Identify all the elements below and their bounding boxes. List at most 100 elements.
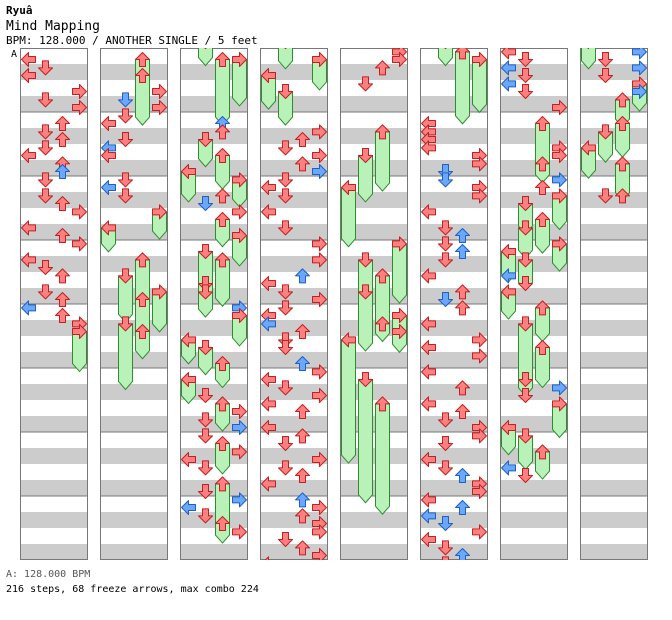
beat-stripe xyxy=(500,416,568,432)
up-arrow-icon xyxy=(455,380,470,396)
down-arrow-icon xyxy=(438,412,453,428)
beat-stripe xyxy=(340,192,408,208)
down-arrow-icon xyxy=(198,412,213,428)
beat-stripe xyxy=(180,256,248,272)
beat-stripe xyxy=(420,320,488,336)
beat-stripe xyxy=(420,384,488,400)
freeze-arrow xyxy=(215,483,230,544)
left-arrow-icon xyxy=(181,332,196,348)
beat-stripe xyxy=(580,256,648,272)
down-arrow-icon xyxy=(438,252,453,268)
up-arrow-icon xyxy=(295,132,310,148)
down-arrow-icon xyxy=(278,380,293,396)
beat-stripe xyxy=(420,224,488,240)
down-arrow-icon xyxy=(38,284,53,300)
beat-stripe xyxy=(420,256,488,272)
down-arrow-icon xyxy=(518,68,533,84)
beat-stripe xyxy=(500,192,568,208)
down-arrow-icon xyxy=(598,68,613,84)
beat-stripe xyxy=(580,384,648,400)
right-arrow-icon xyxy=(312,364,327,380)
left-arrow-icon xyxy=(421,204,436,220)
left-arrow-icon xyxy=(261,68,276,84)
up-arrow-icon xyxy=(55,116,70,132)
up-arrow-icon xyxy=(215,148,230,164)
up-arrow-icon xyxy=(535,180,550,196)
beat-stripe xyxy=(340,352,408,368)
down-arrow-icon xyxy=(598,124,613,140)
right-arrow-icon xyxy=(312,148,327,164)
up-arrow-icon xyxy=(135,324,150,340)
beat-stripe xyxy=(100,544,168,560)
right-arrow-icon xyxy=(472,52,487,68)
right-arrow-icon xyxy=(312,164,327,180)
down-arrow-icon xyxy=(198,428,213,444)
right-arrow-icon xyxy=(152,100,167,116)
beat-stripe xyxy=(260,320,328,336)
down-arrow-icon xyxy=(438,460,453,476)
beat-stripe xyxy=(20,224,88,240)
beat-stripe xyxy=(100,192,168,208)
left-arrow-icon xyxy=(21,52,36,68)
up-arrow-icon xyxy=(215,356,230,372)
left-arrow-icon xyxy=(261,180,276,196)
notes-layer xyxy=(21,48,647,619)
down-arrow-icon xyxy=(518,316,533,332)
left-arrow-icon xyxy=(422,565,436,579)
chart-column-1 xyxy=(20,48,88,560)
up-arrow-icon xyxy=(135,292,150,308)
down-arrow-icon xyxy=(198,284,213,300)
beat-stripe xyxy=(100,160,168,176)
beat-stripe xyxy=(580,64,648,80)
beat-stripe xyxy=(260,352,328,368)
left-arrow-icon xyxy=(261,420,276,436)
beat-stripe xyxy=(340,128,408,144)
right-arrow-icon xyxy=(232,404,247,420)
right-arrow-icon xyxy=(232,444,247,460)
up-arrow-icon xyxy=(215,396,230,412)
chart-column-3 xyxy=(180,48,248,560)
beat-stripe xyxy=(340,544,408,560)
up-arrow-icon xyxy=(375,396,390,412)
right-arrow-icon xyxy=(472,524,487,540)
left-arrow-icon xyxy=(581,140,596,156)
beat-stripe xyxy=(500,288,568,304)
beat-stripe xyxy=(100,512,168,528)
down-arrow-icon xyxy=(439,605,453,619)
right-arrow-icon xyxy=(152,84,167,100)
up-arrow-icon xyxy=(535,212,550,228)
freeze-arrow xyxy=(472,59,487,114)
right-arrow-icon xyxy=(552,100,567,116)
down-arrow-icon xyxy=(518,52,533,68)
beat-stripe xyxy=(340,64,408,80)
up-arrow-icon xyxy=(455,404,470,420)
left-arrow-icon xyxy=(421,268,436,284)
beat-stripe xyxy=(420,544,488,560)
up-arrow-icon xyxy=(215,124,230,140)
up-arrow-icon xyxy=(295,508,310,524)
left-arrow-icon xyxy=(101,220,116,236)
down-arrow-icon xyxy=(438,172,453,188)
left-arrow-icon xyxy=(21,252,36,268)
left-arrow-icon xyxy=(21,220,36,236)
right-arrow-icon xyxy=(312,388,327,404)
up-arrow-icon xyxy=(455,244,470,260)
beat-stripe xyxy=(20,96,88,112)
right-arrow-icon xyxy=(232,524,247,540)
beat-stripe xyxy=(500,544,568,560)
beat-stripe xyxy=(500,160,568,176)
left-arrow-icon xyxy=(261,316,276,332)
up-arrow-icon xyxy=(135,252,150,268)
up-arrow-icon xyxy=(135,68,150,84)
right-arrow-icon xyxy=(232,420,247,436)
beat-stripe xyxy=(340,160,408,176)
left-arrow-icon xyxy=(421,316,436,332)
up-arrow-icon xyxy=(295,492,310,508)
right-arrow-icon xyxy=(72,84,87,100)
freeze-arrow xyxy=(455,51,470,125)
down-arrow-icon xyxy=(278,84,293,100)
up-arrow-icon xyxy=(215,436,230,452)
up-arrow-icon xyxy=(375,60,390,76)
right-arrow-icon xyxy=(552,188,567,204)
